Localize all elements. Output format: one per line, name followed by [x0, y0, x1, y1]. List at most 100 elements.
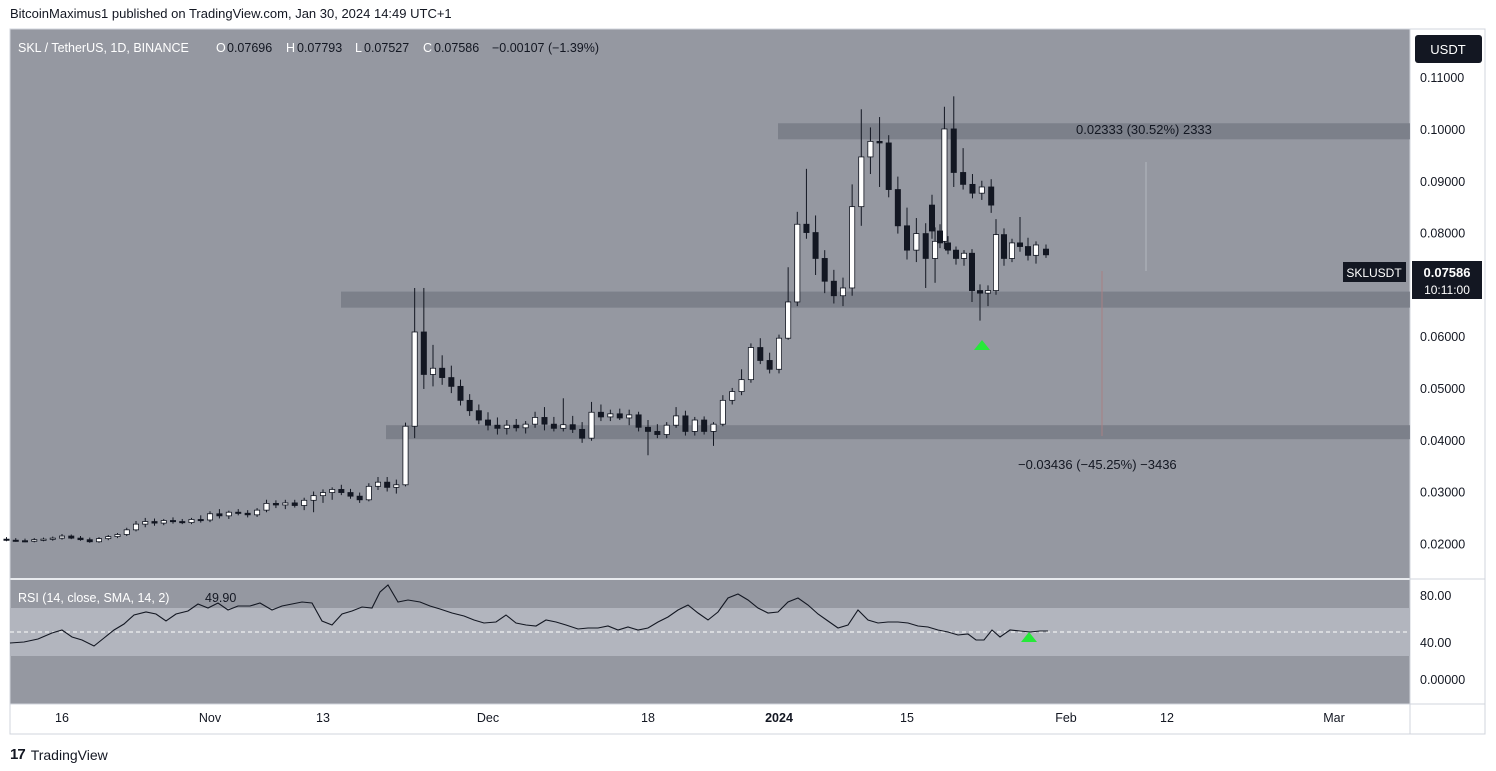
legend-symbol: SKL / TetherUS, 1D, BINANCE	[18, 41, 189, 55]
candle-body-50	[466, 399, 473, 412]
candle-body-tail-2	[945, 242, 952, 251]
price-tag-bg	[1412, 261, 1482, 299]
candle-body-44	[411, 331, 418, 427]
candle-body-106	[988, 186, 995, 206]
price-axis-label: 0.11000	[1420, 71, 1464, 85]
candle-body-74	[691, 419, 698, 432]
candle-body-29	[272, 503, 279, 506]
candle-body-7	[68, 535, 75, 539]
candle-body-70	[654, 431, 661, 435]
candle-body-64	[597, 411, 604, 418]
price-tag-countdown: 10:11:00	[1424, 283, 1470, 297]
candle-body-87	[812, 232, 819, 259]
zone-1	[341, 291, 1410, 308]
candle-body-83	[776, 337, 783, 370]
price-axis-label: 0.09000	[1420, 175, 1465, 189]
currency-button-bg[interactable]	[1415, 35, 1482, 63]
candle-body-73	[682, 415, 689, 432]
candle-body-101	[941, 128, 948, 242]
time-axis-label: Feb	[1055, 711, 1077, 725]
candle-body-13	[123, 529, 130, 535]
price-axis-label: 0.02000	[1420, 537, 1465, 551]
candle-body-48	[448, 377, 455, 387]
candle-body-10	[96, 538, 103, 543]
candle-body-11	[105, 536, 112, 540]
candle-body-79	[738, 379, 745, 392]
rsi-axis-0: 0.00000	[1420, 673, 1465, 687]
price-axis-label: 0.03000	[1420, 486, 1465, 500]
time-axis-label: Dec	[477, 711, 499, 725]
candle-body-tail-13	[1033, 244, 1040, 256]
tradingview-logo[interactable]: 17 TradingView	[10, 746, 108, 763]
candle-body-91	[849, 206, 856, 289]
candle-body-5	[49, 537, 56, 540]
candle-body-103	[960, 172, 967, 185]
legend-o-label: O	[216, 41, 226, 55]
candle-body-89	[830, 280, 837, 297]
price-axis-label: 0.05000	[1420, 382, 1465, 396]
candle-body-63	[588, 411, 595, 439]
currency-button[interactable]: USDT	[1415, 35, 1482, 63]
candle-body-0	[3, 538, 10, 541]
candle-body-57	[532, 417, 539, 425]
candle-body-96	[894, 189, 901, 227]
candle-body-55	[513, 424, 520, 429]
candle-body-42	[393, 484, 400, 488]
candle-body-97	[904, 225, 911, 251]
candle-body-tail-14	[1043, 248, 1050, 256]
legend-c-value: 0.07586	[434, 41, 479, 55]
candle-body-72	[673, 415, 680, 426]
price-axis-label: 0.04000	[1420, 434, 1465, 448]
zone-0	[778, 123, 1410, 140]
candle-body-66	[616, 413, 623, 419]
candle-body-tail-11	[1017, 242, 1024, 247]
time-axis-label: 2024	[765, 711, 793, 725]
candle-body-24	[225, 511, 232, 517]
candle-body-95	[885, 142, 892, 190]
time-axis-label: 12	[1160, 711, 1174, 725]
legend-l-value: 0.07527	[364, 41, 409, 55]
rsi-line	[9, 584, 1048, 647]
candle-body-tail-1	[937, 230, 944, 244]
candle-body-93	[867, 140, 874, 158]
chart-frame	[9, 28, 1486, 735]
candle-body-82	[766, 360, 773, 370]
candle-body-34	[319, 492, 326, 497]
candle-body-17	[160, 520, 167, 524]
candle-body-43	[402, 425, 409, 486]
price-axis-label: 0.08000	[1420, 227, 1465, 241]
candle-body-102	[950, 128, 957, 173]
candle-body-56	[522, 423, 529, 429]
published-by-text: BitcoinMaximus1 published on TradingView…	[10, 6, 452, 21]
candle-body-77	[719, 399, 726, 425]
candle-body-2	[21, 540, 28, 543]
tradingview-logo-icon: 17	[10, 746, 26, 763]
candle-body-tail-4	[961, 252, 968, 259]
candle-body-39	[365, 485, 372, 501]
legend-change: −0.00107 (−1.39%)	[492, 41, 599, 55]
tradingview-brand-text: TradingView	[30, 746, 108, 763]
time-axis-label: Nov	[199, 711, 222, 725]
candlestick-series	[3, 96, 1050, 543]
candle-body-84	[785, 301, 792, 339]
candle-body-28	[263, 503, 270, 511]
currency-button-label[interactable]: USDT	[1430, 42, 1465, 57]
candle-body-68	[635, 414, 642, 428]
candle-body-3	[31, 539, 38, 542]
rsi-value: 49.90	[205, 591, 236, 605]
measure-up-label: 0.02333 (30.52%) 2333	[1076, 122, 1212, 137]
time-axis-label: Mar	[1323, 711, 1345, 725]
candle-body-32	[301, 499, 308, 506]
candle-body-51	[475, 410, 482, 421]
candle-body-76	[710, 423, 717, 432]
candle-body-67	[626, 414, 633, 419]
candle-body-tail-5	[969, 252, 976, 291]
candle-body-90	[840, 287, 847, 297]
candle-body-36	[338, 489, 345, 493]
candle-body-25	[235, 511, 242, 514]
time-axis-label: 16	[55, 711, 69, 725]
candle-body-81	[757, 347, 764, 361]
candle-body-92	[858, 156, 865, 208]
legend-h-value: 0.07793	[297, 41, 342, 55]
